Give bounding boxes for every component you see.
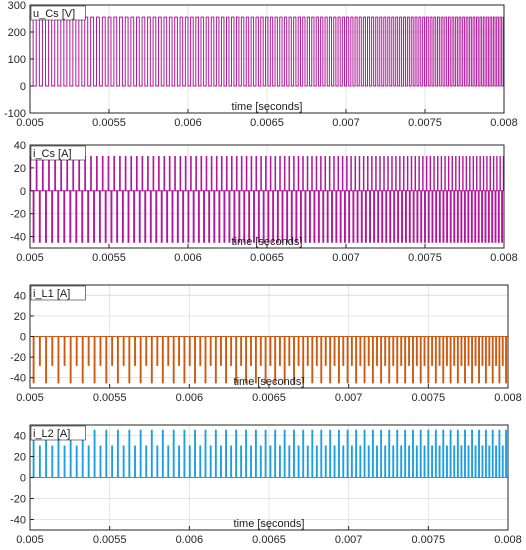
chart-title: i_Cs [A] bbox=[33, 148, 72, 160]
chart-title: i_L1 [A] bbox=[33, 288, 70, 300]
x-axis-label: time [seconds] bbox=[232, 101, 303, 113]
y-tick-label: 300 bbox=[8, 0, 26, 12]
chart-panel-1: -100 0 100 200 300 0.005 0.0055 0.006 0.0065 0.00… bbox=[4, 0, 518, 129]
x-axis-label: time [seconds] bbox=[234, 518, 305, 530]
x-tick-label: 0.0075 bbox=[408, 117, 442, 129]
y-tick-label: 40 bbox=[14, 140, 26, 152]
x-tick-label: 0.007 bbox=[332, 252, 360, 264]
y-tick-label: 100 bbox=[8, 54, 26, 66]
x-tick-label: 0.0055 bbox=[93, 534, 127, 546]
x-tick-label: 0.005 bbox=[16, 117, 44, 129]
chart-panel-4: -40 -20 0 20 40 0.005 0.0055 0.006 0.0065 0.007 0.… bbox=[10, 424, 522, 546]
y-tick-label: 20 bbox=[14, 163, 26, 175]
x-tick-label: 0.006 bbox=[176, 392, 204, 404]
x-tick-label: 0.0055 bbox=[92, 117, 126, 129]
x-tick-label: 0.005 bbox=[16, 392, 44, 404]
x-axis-label: time [seconds] bbox=[232, 236, 303, 248]
series-line bbox=[30, 429, 508, 478]
series-line bbox=[30, 336, 508, 384]
y-tick-label: -100 bbox=[4, 108, 26, 120]
x-tick-label: 0.005 bbox=[16, 534, 44, 546]
chart-title: i_L2 [A] bbox=[33, 428, 70, 440]
y-tick-label: 20 bbox=[14, 452, 26, 464]
y-tick-label: 40 bbox=[14, 290, 26, 302]
x-tick-label: 0.0055 bbox=[92, 252, 126, 264]
x-tick-label: 0.007 bbox=[332, 117, 360, 129]
x-tick-label: 0.008 bbox=[494, 392, 522, 404]
x-tick-label: 0.008 bbox=[494, 534, 522, 546]
chart-panel-3: -40 -20 0 20 40 0.005 0.0055 0.006 0.0065 0.007 0.… bbox=[10, 284, 522, 404]
x-tick-label: 0.006 bbox=[176, 534, 204, 546]
y-tick-label: 0 bbox=[20, 473, 26, 485]
x-tick-label: 0.0075 bbox=[412, 392, 446, 404]
y-tick-label: -20 bbox=[10, 209, 26, 221]
chart-panel-2: -40 -20 0 20 40 0.005 0.0055 0.006 0.0065 0.007 0.… bbox=[10, 140, 518, 264]
x-axis-label: time [seconds] bbox=[234, 376, 305, 388]
x-tick-label: 0.0075 bbox=[408, 252, 442, 264]
title-box bbox=[30, 425, 86, 441]
y-tick-label: 0 bbox=[20, 186, 26, 198]
x-tick-label: 0.0065 bbox=[252, 392, 286, 404]
y-tick-label: 200 bbox=[8, 27, 26, 39]
chart-title: u_Cs [V] bbox=[33, 8, 75, 20]
x-tick-label: 0.007 bbox=[335, 534, 363, 546]
y-tick-label: -40 bbox=[10, 232, 26, 244]
y-tick-label: -20 bbox=[10, 494, 26, 506]
x-tick-label: 0.0055 bbox=[93, 392, 127, 404]
title-box bbox=[30, 285, 86, 301]
y-tick-label: 20 bbox=[14, 311, 26, 323]
y-tick-label: 0 bbox=[20, 81, 26, 93]
y-tick-label: -40 bbox=[10, 515, 26, 527]
series-line bbox=[30, 155, 504, 243]
x-tick-label: 0.0065 bbox=[250, 117, 284, 129]
title-box bbox=[30, 145, 86, 161]
x-tick-label: 0.007 bbox=[335, 392, 363, 404]
x-tick-label: 0.0075 bbox=[412, 534, 446, 546]
series-line bbox=[30, 16, 504, 87]
title-box bbox=[30, 5, 86, 21]
x-tick-label: 0.0065 bbox=[250, 252, 284, 264]
x-tick-label: 0.008 bbox=[490, 117, 518, 129]
x-tick-label: 0.006 bbox=[174, 117, 202, 129]
x-tick-label: 0.0065 bbox=[252, 534, 286, 546]
y-tick-label: 0 bbox=[20, 332, 26, 344]
x-tick-label: 0.008 bbox=[490, 252, 518, 264]
x-tick-label: 0.005 bbox=[16, 252, 44, 264]
x-tick-label: 0.006 bbox=[174, 252, 202, 264]
y-tick-label: 40 bbox=[14, 431, 26, 443]
y-tick-label: -20 bbox=[10, 352, 26, 364]
y-tick-label: -40 bbox=[10, 373, 26, 385]
